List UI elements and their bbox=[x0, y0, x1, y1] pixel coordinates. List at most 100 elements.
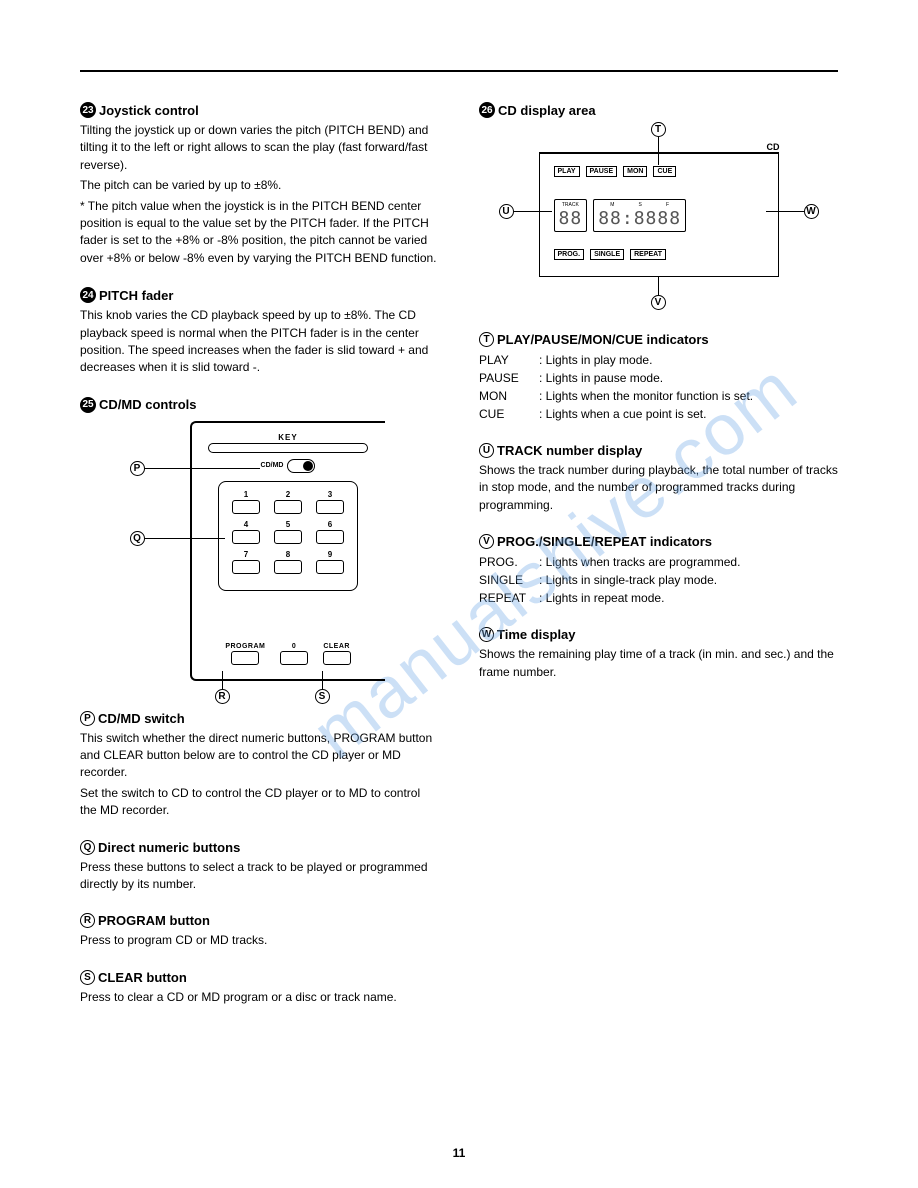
remote-diagram: KEY CD/MD 1 2 3 bbox=[130, 421, 390, 691]
text: This knob varies the CD playback speed b… bbox=[80, 307, 439, 377]
heading-p: CD/MD switch bbox=[98, 711, 185, 726]
section-23: 23Joystick control Tilting the joystick … bbox=[80, 102, 439, 267]
text: Set the switch to CD to control the CD p… bbox=[80, 785, 439, 820]
num-button-icon bbox=[280, 651, 308, 665]
callout-w: W bbox=[766, 204, 819, 219]
num-button-icon bbox=[274, 560, 302, 574]
top-rule bbox=[80, 70, 838, 72]
circled-q-icon: Q bbox=[130, 531, 145, 546]
program-button-icon bbox=[231, 651, 259, 665]
term: PAUSE bbox=[479, 369, 539, 387]
remote-outline: KEY CD/MD 1 2 3 bbox=[190, 421, 385, 681]
callout-r: R bbox=[215, 671, 230, 704]
leader-line bbox=[766, 211, 804, 212]
section-q: QDirect numeric buttons Press these butt… bbox=[80, 840, 439, 894]
leader-line bbox=[322, 671, 323, 689]
heading-s: CLEAR button bbox=[98, 970, 187, 985]
section-26: 26CD display area CD PLAY PAUSE MON CUE … bbox=[479, 102, 838, 312]
play-indicator: PLAY bbox=[554, 166, 580, 177]
section-25: 25CD/MD controls KEY CD/MD bbox=[80, 397, 439, 691]
time-digits: 88:8888 bbox=[598, 208, 681, 229]
page-number: 11 bbox=[453, 1146, 466, 1160]
leader-line bbox=[145, 468, 260, 469]
columns: 23Joystick control Tilting the joystick … bbox=[80, 102, 838, 1026]
circled-v-icon: V bbox=[651, 295, 666, 310]
text: Press these buttons to select a track to… bbox=[80, 859, 439, 894]
display-diagram: CD PLAY PAUSE MON CUE TRACK 88 bbox=[499, 122, 819, 312]
num-label: 5 bbox=[274, 520, 302, 529]
circled-r-icon: R bbox=[215, 689, 230, 704]
heading-w: Time display bbox=[497, 627, 576, 642]
num-label: 2 bbox=[274, 490, 302, 499]
clear-button-icon bbox=[323, 651, 351, 665]
def: Lights in single-track play mode. bbox=[539, 571, 717, 589]
def: Lights in pause mode. bbox=[539, 369, 663, 387]
def: Lights in repeat mode. bbox=[539, 589, 664, 607]
num-button-icon bbox=[232, 560, 260, 574]
time-display: M S F 88:8888 bbox=[593, 199, 686, 232]
num-button-icon bbox=[316, 500, 344, 514]
num-button-icon bbox=[274, 530, 302, 544]
callout-t: T bbox=[651, 122, 666, 165]
num-label: 3 bbox=[316, 490, 344, 499]
text: * The pitch value when the joystick is i… bbox=[80, 198, 439, 268]
circled-q-icon: Q bbox=[80, 840, 95, 855]
heading-v: PROG./SINGLE/REPEAT indicators bbox=[497, 534, 712, 549]
def: Lights when tracks are programmed. bbox=[539, 553, 740, 571]
num-button-icon bbox=[316, 560, 344, 574]
pause-indicator: PAUSE bbox=[586, 166, 618, 177]
text: The pitch can be varied by up to ±8%. bbox=[80, 177, 439, 194]
mon-indicator: MON bbox=[623, 166, 647, 177]
circled-t-icon: T bbox=[651, 122, 666, 137]
circled-23-icon: 23 bbox=[80, 102, 96, 118]
circled-26-icon: 26 bbox=[479, 102, 495, 118]
circled-v-icon: V bbox=[479, 534, 494, 549]
term: PROG. bbox=[479, 553, 539, 571]
callout-v: V bbox=[651, 277, 666, 310]
text: Press to program CD or MD tracks. bbox=[80, 932, 439, 949]
numpad: 1 2 3 4 5 6 7 8 bbox=[218, 481, 358, 591]
def: Lights when a cue point is set. bbox=[539, 405, 706, 423]
leader-line bbox=[514, 211, 552, 212]
section-v: VPROG./SINGLE/REPEAT indicators PROG.Lig… bbox=[479, 534, 838, 607]
track-display: TRACK 88 bbox=[554, 199, 588, 232]
circled-24-icon: 24 bbox=[80, 287, 96, 303]
callout-p: P bbox=[130, 461, 260, 476]
prog-indicator: PROG. bbox=[554, 249, 585, 260]
left-column: 23Joystick control Tilting the joystick … bbox=[80, 102, 439, 1026]
heading-25: CD/MD controls bbox=[99, 397, 197, 412]
circled-u-icon: U bbox=[499, 204, 514, 219]
single-indicator: SINGLE bbox=[590, 249, 624, 260]
num-label: 4 bbox=[232, 520, 260, 529]
callout-q: Q bbox=[130, 531, 225, 546]
program-label: PROGRAM bbox=[225, 643, 265, 650]
manual-page: manualshive.com 23Joystick control Tilti… bbox=[0, 0, 918, 1188]
key-bar-icon bbox=[208, 443, 368, 453]
segment-row: TRACK 88 M S F 88:8888 bbox=[554, 199, 687, 232]
cd-md-switch-icon bbox=[287, 459, 315, 473]
section-24: 24PITCH fader This knob varies the CD pl… bbox=[80, 287, 439, 377]
section-r: RPROGRAM button Press to program CD or M… bbox=[80, 913, 439, 949]
term: PLAY bbox=[479, 351, 539, 369]
section-s: SCLEAR button Press to clear a CD or MD … bbox=[80, 970, 439, 1006]
heading-24: PITCH fader bbox=[99, 288, 173, 303]
text: This switch whether the direct numeric b… bbox=[80, 730, 439, 782]
num-button-icon bbox=[232, 530, 260, 544]
heading-t: PLAY/PAUSE/MON/CUE indicators bbox=[497, 332, 709, 347]
num-button-icon bbox=[316, 530, 344, 544]
num-label: 1 bbox=[232, 490, 260, 499]
circled-u-icon: U bbox=[479, 443, 494, 458]
text: Press to clear a CD or MD program or a d… bbox=[80, 989, 439, 1006]
callout-u: U bbox=[499, 204, 552, 219]
circled-t-icon: T bbox=[479, 332, 494, 347]
heading-q: Direct numeric buttons bbox=[98, 840, 240, 855]
circled-p-icon: P bbox=[80, 711, 95, 726]
num-label: 8 bbox=[274, 550, 302, 559]
leader-line bbox=[658, 277, 659, 295]
circled-p-icon: P bbox=[130, 461, 145, 476]
right-column: 26CD display area CD PLAY PAUSE MON CUE … bbox=[479, 102, 838, 1026]
circled-r-icon: R bbox=[80, 913, 95, 928]
section-p: PCD/MD switch This switch whether the di… bbox=[80, 711, 439, 820]
num-button-icon bbox=[232, 500, 260, 514]
circled-w-icon: W bbox=[479, 627, 494, 642]
